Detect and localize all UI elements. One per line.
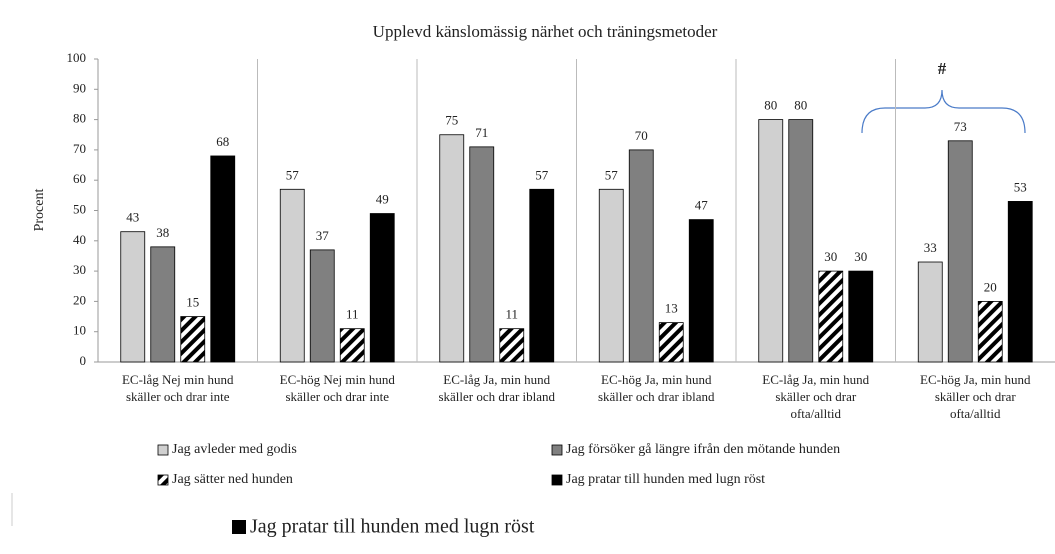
annotation: # bbox=[938, 59, 947, 78]
bar bbox=[180, 316, 206, 363]
value-label: 57 bbox=[535, 167, 549, 182]
bar bbox=[369, 213, 395, 363]
value-label: 43 bbox=[126, 210, 139, 225]
y-tick-label: 60 bbox=[73, 171, 86, 186]
bar bbox=[788, 119, 814, 363]
legend-marker bbox=[157, 474, 169, 486]
bar bbox=[339, 328, 365, 363]
bar bbox=[598, 188, 624, 363]
y-tick-label: 0 bbox=[80, 353, 87, 368]
x-tick-label: ofta/alltid bbox=[950, 406, 1001, 421]
legend-marker bbox=[157, 444, 169, 456]
value-label: 37 bbox=[316, 228, 330, 243]
value-label: 57 bbox=[605, 167, 619, 182]
value-label: 47 bbox=[695, 198, 709, 213]
bar bbox=[469, 146, 495, 363]
value-label: 80 bbox=[794, 98, 807, 113]
x-tick-label: ofta/alltid bbox=[790, 406, 841, 421]
legend-marker bbox=[551, 474, 563, 486]
value-label: 30 bbox=[824, 249, 837, 264]
value-label: 73 bbox=[954, 119, 967, 134]
legend-label: Jag pratar till hunden med lugn röst bbox=[250, 516, 535, 538]
x-tick-label: skäller och drar ibland bbox=[438, 389, 555, 404]
bar bbox=[1007, 201, 1033, 363]
y-tick-label: 100 bbox=[67, 50, 87, 65]
legend-marker bbox=[551, 444, 563, 456]
y-tick-label: 40 bbox=[73, 232, 86, 247]
x-tick-label: EC-låg Nej min hund bbox=[122, 372, 234, 387]
bar bbox=[279, 188, 305, 363]
bar bbox=[947, 140, 973, 363]
bar bbox=[688, 219, 714, 363]
y-tick-label: 50 bbox=[73, 201, 86, 216]
y-tick-label: 80 bbox=[73, 111, 86, 126]
value-label: 70 bbox=[635, 128, 648, 143]
y-axis-label: Procent bbox=[32, 189, 47, 232]
y-tick-label: 70 bbox=[73, 141, 86, 156]
legend-label: Jag pratar till hunden med lugn röst bbox=[566, 472, 765, 487]
value-label: 33 bbox=[924, 240, 937, 255]
x-tick-label: EC-låg Ja, min hund bbox=[762, 372, 869, 387]
x-tick-label: EC-hög Nej min hund bbox=[280, 372, 396, 387]
y-tick-label: 10 bbox=[73, 323, 86, 338]
x-tick-label: skäller och drar ibland bbox=[598, 389, 715, 404]
y-tick-label: 20 bbox=[73, 292, 86, 307]
x-tick-label: skäller och drar inte bbox=[126, 389, 230, 404]
bar bbox=[758, 119, 784, 363]
bar bbox=[309, 249, 335, 363]
bar bbox=[818, 270, 844, 363]
bar bbox=[210, 155, 236, 363]
value-label: 53 bbox=[1014, 179, 1027, 194]
chart-title: Upplevd känslomässig närhet och tränings… bbox=[373, 22, 718, 41]
legend-marker bbox=[232, 520, 246, 534]
bracket bbox=[861, 89, 1026, 134]
value-label: 13 bbox=[665, 301, 678, 316]
value-label: 15 bbox=[186, 295, 199, 310]
value-label: 11 bbox=[346, 307, 359, 322]
bar bbox=[150, 246, 176, 363]
bar bbox=[848, 270, 874, 363]
bar bbox=[917, 261, 943, 363]
legend-label: Jag försöker gå längre ifrån den mötande… bbox=[566, 442, 840, 457]
value-label: 38 bbox=[156, 225, 169, 240]
x-tick-label: EC-hög Ja, min hund bbox=[601, 372, 712, 387]
x-tick-label: EC-låg Ja, min hund bbox=[443, 372, 550, 387]
legend-label: Jag sätter ned hunden bbox=[172, 472, 293, 487]
bar bbox=[529, 188, 555, 363]
value-label: 49 bbox=[376, 192, 389, 207]
y-tick-label: 90 bbox=[73, 80, 86, 95]
value-label: 57 bbox=[286, 167, 300, 182]
value-label: 68 bbox=[216, 134, 229, 149]
bar bbox=[628, 149, 654, 363]
bar bbox=[120, 231, 146, 363]
value-label: 71 bbox=[475, 125, 488, 140]
x-tick-label: skäller och drar bbox=[775, 389, 857, 404]
value-label: 30 bbox=[854, 249, 867, 264]
bar bbox=[499, 328, 525, 363]
x-tick-label: EC-hög Ja, min hund bbox=[920, 372, 1031, 387]
value-label: 11 bbox=[505, 307, 518, 322]
bar bbox=[439, 134, 465, 363]
x-tick-label: skäller och drar inte bbox=[285, 389, 389, 404]
value-label: 80 bbox=[764, 98, 777, 113]
y-tick-label: 30 bbox=[73, 262, 86, 277]
value-label: 20 bbox=[984, 279, 997, 294]
value-label: 75 bbox=[445, 113, 458, 128]
bar bbox=[658, 322, 684, 363]
legend-label: Jag avleder med godis bbox=[172, 442, 297, 457]
bar bbox=[977, 300, 1003, 363]
x-tick-label: skäller och drar bbox=[935, 389, 1017, 404]
